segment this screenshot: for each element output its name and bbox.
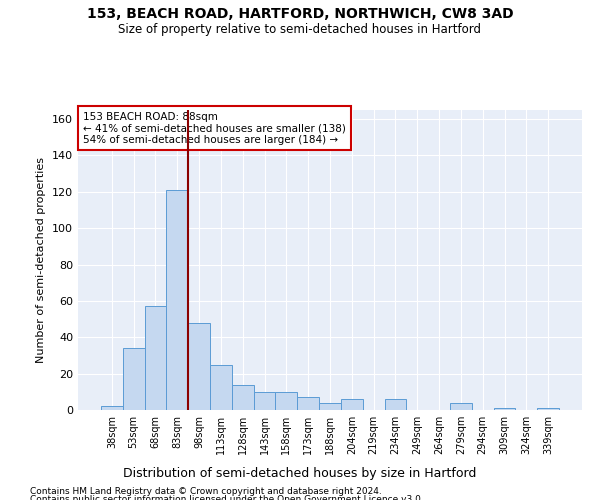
Bar <box>123 348 145 410</box>
Bar <box>254 392 275 410</box>
Bar <box>188 322 210 410</box>
Bar <box>101 406 123 410</box>
Bar <box>494 408 515 410</box>
Bar <box>275 392 297 410</box>
Text: Contains HM Land Registry data © Crown copyright and database right 2024.: Contains HM Land Registry data © Crown c… <box>30 488 382 496</box>
Bar <box>297 398 319 410</box>
Text: Size of property relative to semi-detached houses in Hartford: Size of property relative to semi-detach… <box>119 22 482 36</box>
Bar <box>385 399 406 410</box>
Bar <box>145 306 166 410</box>
Text: Distribution of semi-detached houses by size in Hartford: Distribution of semi-detached houses by … <box>124 467 476 480</box>
Bar <box>537 408 559 410</box>
Bar <box>341 399 363 410</box>
Bar <box>450 402 472 410</box>
Y-axis label: Number of semi-detached properties: Number of semi-detached properties <box>37 157 46 363</box>
Text: 153 BEACH ROAD: 88sqm
← 41% of semi-detached houses are smaller (138)
54% of sem: 153 BEACH ROAD: 88sqm ← 41% of semi-deta… <box>83 112 346 144</box>
Text: Contains public sector information licensed under the Open Government Licence v3: Contains public sector information licen… <box>30 495 424 500</box>
Bar <box>319 402 341 410</box>
Text: 153, BEACH ROAD, HARTFORD, NORTHWICH, CW8 3AD: 153, BEACH ROAD, HARTFORD, NORTHWICH, CW… <box>86 8 514 22</box>
Bar <box>210 364 232 410</box>
Bar <box>166 190 188 410</box>
Bar <box>232 384 254 410</box>
